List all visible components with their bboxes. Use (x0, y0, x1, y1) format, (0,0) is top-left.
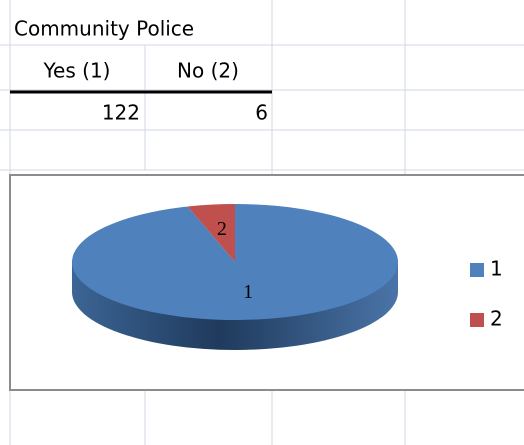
legend-swatch (470, 263, 484, 277)
data-label: 2 (217, 218, 227, 240)
pie-slice (187, 204, 235, 262)
legend-label: 2 (490, 307, 503, 331)
legend-label: 1 (490, 257, 503, 281)
legend-swatch (470, 313, 484, 327)
header-cell: Yes (1) (43, 59, 111, 83)
header-cell: No (2) (177, 59, 239, 83)
value-cell: 6 (255, 101, 268, 125)
table-title: Community Police (14, 17, 194, 41)
data-label: 1 (243, 281, 253, 303)
pie-chart: 1 2 1 2 (71, 204, 503, 350)
value-cell: 122 (102, 101, 140, 125)
pie-slice (71, 204, 398, 321)
